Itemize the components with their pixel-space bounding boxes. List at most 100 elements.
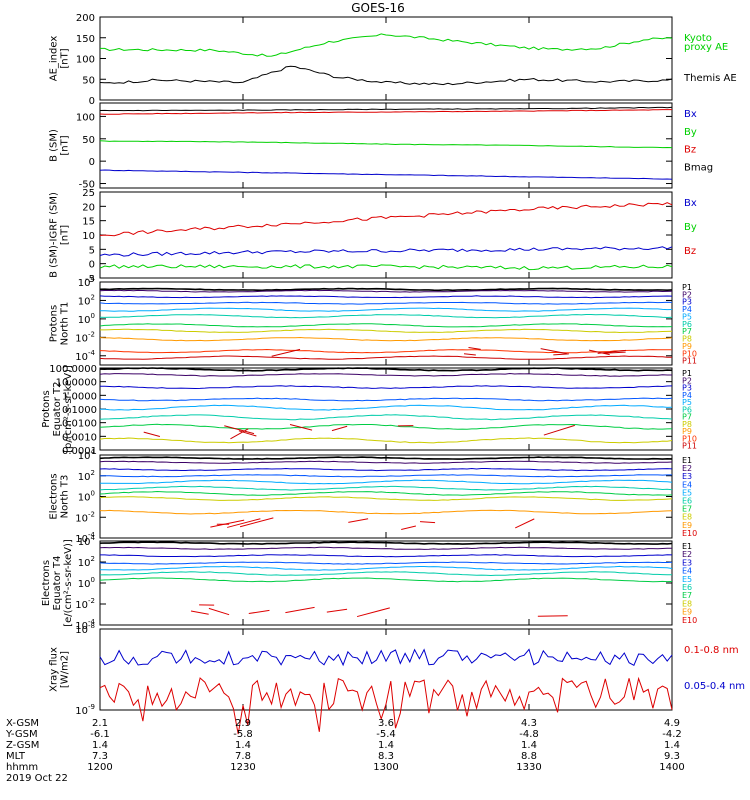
sparse-segment [597, 349, 627, 354]
y-tick-mantissa: 10 [78, 579, 91, 590]
y-axis-label: Protons [41, 390, 52, 427]
legend-label: P5 [682, 398, 692, 407]
channel-line [99, 414, 673, 421]
legend-label: proxy AE [684, 42, 728, 53]
channel-line [100, 554, 673, 558]
y-tick-exponent: -4 [88, 531, 96, 539]
sparse-segment [331, 425, 348, 432]
sparse-segment [515, 518, 535, 529]
sparse-segment [143, 431, 161, 437]
channel-line [99, 423, 673, 430]
panel-frame [99, 540, 673, 626]
y-tick-label: 102 [78, 469, 95, 483]
y-axis-label: Protons [49, 305, 60, 342]
y-tick-exponent: 0 [91, 312, 95, 320]
y-tick-mantissa: 10 [78, 296, 91, 307]
channel-line [99, 367, 673, 372]
channel-line [99, 479, 673, 485]
y-tick-exponent: 2 [91, 293, 95, 301]
channel-line [99, 301, 673, 305]
channel-line [99, 323, 673, 328]
y-axis-label: [nT] [60, 225, 71, 245]
y-tick-label: -5 [85, 274, 95, 285]
footer-value: 1330 [516, 762, 541, 773]
legend-label: E5 [682, 488, 692, 497]
legend-label: P3 [682, 384, 692, 393]
y-axis-label: B (SM)-IGRF (SM) [49, 192, 60, 278]
panel-prot_t2: 0.0001 0.0010 0.0100 0.1000 1.0000 10.0000 100… [41, 364, 697, 457]
y-tick-label: 10-9 [75, 703, 95, 717]
panel-bigrf: -5 0 5 10 15 20 25 B (SM)-IGRF (SM) [nT] Bx By Bz [49, 188, 697, 285]
legend-label: E9 [682, 521, 692, 530]
footer-value: 1400 [659, 762, 684, 773]
panel-bsm: -50 0 50 100 B (SM) [nT] Bx By Bz Bmag [49, 102, 713, 191]
channel-line [99, 314, 673, 319]
y-axis-label: Electrons [49, 473, 60, 519]
sparse-segment [271, 348, 301, 357]
y-tick-mantissa: 10 [75, 513, 88, 524]
footer-value: 2.1 [92, 718, 108, 729]
legend-label: E3 [682, 558, 692, 567]
footer-value: 1.4 [378, 740, 394, 751]
sparse-segment [227, 518, 261, 528]
y-tick-label: 10 [82, 231, 95, 242]
y-tick-label: 200 [76, 13, 95, 24]
y-axis-label: B (SM) [49, 129, 60, 162]
channel-line [99, 546, 673, 550]
legend-label: Bx [684, 109, 697, 120]
y-tick-exponent: -8 [88, 622, 95, 630]
y-tick-mantissa: 10 [78, 315, 91, 326]
legend-label: Bx [684, 198, 697, 209]
channel-line [99, 404, 673, 411]
channel-line [100, 385, 673, 390]
channel-line [99, 541, 673, 545]
y-tick-mantissa: 10 [78, 472, 91, 483]
sparse-segment [239, 517, 274, 528]
y-tick-label: 100 [78, 490, 95, 504]
y-tick-label: 0 [89, 157, 95, 168]
y-tick-mantissa: 10 [75, 625, 88, 636]
y-tick-exponent: -9 [88, 703, 95, 711]
series-line [99, 202, 673, 237]
y-tick-label: 1.0000 [62, 391, 97, 402]
legend-label: P7 [682, 327, 692, 336]
legend-label: P5 [682, 312, 692, 321]
channel-line [100, 328, 673, 334]
y-tick-label: 100 [76, 112, 95, 123]
channel-line [99, 561, 673, 565]
y-axis-label: Xray flux [49, 647, 60, 692]
legend-label: P6 [682, 405, 692, 414]
legend-label: P9 [682, 342, 692, 351]
footer-value: 4.9 [664, 718, 680, 729]
y-tick-exponent: -2 [88, 330, 95, 338]
y-axis-label: North T1 [60, 302, 71, 346]
footer-value: 3.6 [378, 718, 394, 729]
footer-row-label: X-GSM [6, 718, 39, 729]
y-tick-label: 100 [78, 312, 95, 326]
legend-label: E7 [682, 591, 692, 600]
legend-label: P11 [682, 442, 697, 451]
legend-label: Bz [684, 246, 696, 257]
y-tick-label: 0 [89, 96, 95, 107]
channel-line [99, 397, 673, 402]
y-tick-label: 0 [89, 260, 95, 271]
y-tick-label: 25 [82, 188, 95, 199]
y-tick-label: 15 [82, 217, 95, 228]
channel-line [99, 460, 673, 464]
y-axis-label: Equator T4 [52, 556, 63, 611]
channel-line [99, 295, 673, 299]
y-tick-mantissa: 10 [75, 534, 88, 545]
legend-label: P8 [682, 335, 692, 344]
y-tick-label: 10-2 [75, 510, 95, 524]
y-tick-label: 0.1000 [62, 405, 97, 416]
legend-label: P2 [682, 290, 692, 299]
y-tick-exponent: 2 [91, 469, 95, 477]
footer-table: X-GSM 2.1 2.9 3.6 4.3 4.9 Y-GSM -6.1 -5.8 -5.4 -4.… [5, 718, 685, 784]
channel-line [99, 509, 673, 515]
channel-line [99, 577, 673, 583]
footer-value: -6.1 [90, 729, 110, 740]
legend-label: E4 [682, 567, 692, 576]
